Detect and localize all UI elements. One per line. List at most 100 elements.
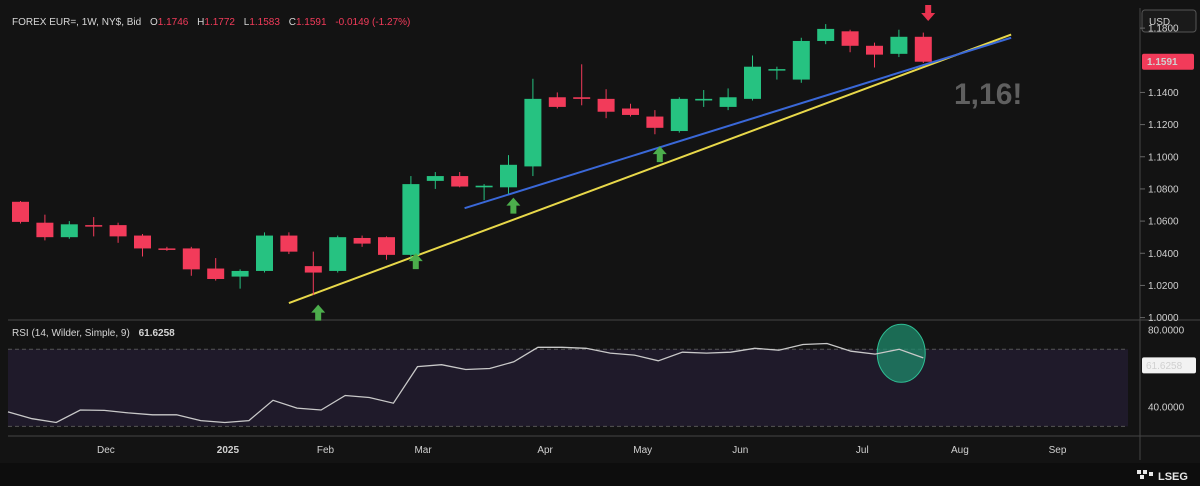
price-tick-label: 1.1000 [1148, 152, 1179, 163]
candle-body [524, 98, 542, 167]
legend-l-label: L [244, 17, 250, 28]
candle-body [768, 69, 786, 71]
rsi-line [7, 342, 924, 424]
candle-down [207, 258, 225, 281]
candle-body [256, 235, 273, 271]
up-arrow-icon [408, 253, 423, 270]
candles [12, 24, 932, 296]
candle-up [426, 172, 444, 189]
candle-body [914, 36, 932, 62]
candle-up [475, 184, 493, 201]
date-label: Dec [97, 445, 115, 456]
price-tick-label: 1.1200 [1148, 120, 1179, 131]
down-arrow-icon [921, 5, 936, 22]
price-tick-label: 1.0600 [1148, 217, 1179, 228]
candle-body [231, 270, 249, 277]
candle-up [695, 90, 713, 107]
candle-up [402, 176, 420, 260]
candle-body [85, 225, 103, 227]
candle-down [841, 29, 859, 53]
candle-body [475, 185, 493, 188]
price-tick-label: 1.0200 [1148, 281, 1179, 292]
candle-down [304, 251, 322, 296]
candle-up [60, 221, 78, 239]
candle-up [500, 155, 517, 194]
legend-change: -0.0149 (-1.27%) [335, 17, 410, 28]
rsi-tick-label: 80.0000 [1148, 326, 1185, 337]
last-price-tag: 1.1591 [1142, 53, 1194, 70]
last-price-label: 1.1591 [1147, 57, 1178, 68]
currency-label: USD [1149, 17, 1170, 28]
candle-down [85, 217, 103, 237]
rsi-value-tag: 61.6258 [1142, 357, 1196, 374]
candle-body [36, 222, 54, 238]
candle-body [817, 28, 835, 41]
price-annotation: 1,16! [954, 78, 1022, 111]
candle-body [378, 237, 395, 255]
candle-down [914, 32, 932, 64]
candle-down [134, 233, 151, 257]
up-arrow-icon [506, 197, 521, 214]
candle-up [670, 97, 688, 133]
candle-body [280, 235, 298, 252]
rsi-value-label: 61.6258 [1146, 361, 1183, 372]
date-axis: Dec 2025 Feb Mar Apr May Jun Jul Aug Sep [97, 445, 1067, 456]
date-label: 2025 [217, 445, 240, 456]
candle-body [622, 108, 639, 115]
rsi-highlight-circle [876, 323, 926, 383]
legend-h-value: 1.1772 [204, 17, 235, 28]
candle-body [402, 184, 420, 255]
candle-body [109, 225, 127, 237]
trendline-blue [464, 36, 1012, 210]
candle-down [451, 172, 469, 188]
date-label: Aug [951, 445, 969, 456]
candle-down [182, 246, 200, 276]
candle-body [451, 176, 469, 187]
date-label: Sep [1049, 445, 1067, 456]
date-label: Jun [732, 445, 748, 456]
candle-up [890, 29, 908, 58]
rsi-value-box [1142, 357, 1196, 374]
candle-down [597, 89, 615, 119]
candle-down [353, 235, 371, 247]
trendline-yellow [288, 33, 1012, 305]
candle-body [426, 176, 444, 181]
candle-up [256, 232, 273, 273]
candle-up [329, 235, 347, 273]
candle-body [646, 116, 664, 128]
candle-body [573, 97, 591, 99]
legend-c-label: C [289, 17, 296, 28]
candle-body [329, 237, 347, 271]
legend-h-label: H [197, 17, 204, 28]
candle-body [719, 97, 737, 107]
legend-l-value: 1.1583 [249, 17, 280, 28]
price-tick-label: 1.0400 [1148, 249, 1179, 260]
legend-o-label: O [150, 17, 158, 28]
rsi-legend-label: RSI (14, Wilder, Simple, 9) [12, 328, 130, 339]
rsi-tick-label: 40.0000 [1148, 403, 1185, 414]
candle-body [304, 266, 322, 273]
candle-body [792, 40, 810, 80]
candle-down [548, 92, 566, 109]
candle-body [12, 201, 29, 222]
currency-button[interactable] [1141, 9, 1197, 33]
candle-body [548, 97, 566, 107]
candle-down [573, 64, 591, 106]
last-price-box [1142, 53, 1194, 70]
signal-arrows [311, 5, 936, 321]
brand-label: LSEG [1158, 471, 1188, 483]
brand-logo-icon [1137, 470, 1153, 479]
rsi-legend-value: 61.6258 [139, 328, 176, 339]
candle-body [207, 268, 225, 279]
candle-body [670, 98, 688, 132]
candle-up [817, 24, 835, 45]
date-label: May [633, 445, 652, 456]
candle-down [646, 110, 664, 135]
candle-down [12, 200, 29, 224]
candle-body [744, 66, 761, 99]
candle-body [60, 224, 78, 238]
price-tick-label: 1.0800 [1148, 184, 1179, 195]
candle-down [36, 214, 54, 241]
date-label: Mar [414, 445, 432, 456]
